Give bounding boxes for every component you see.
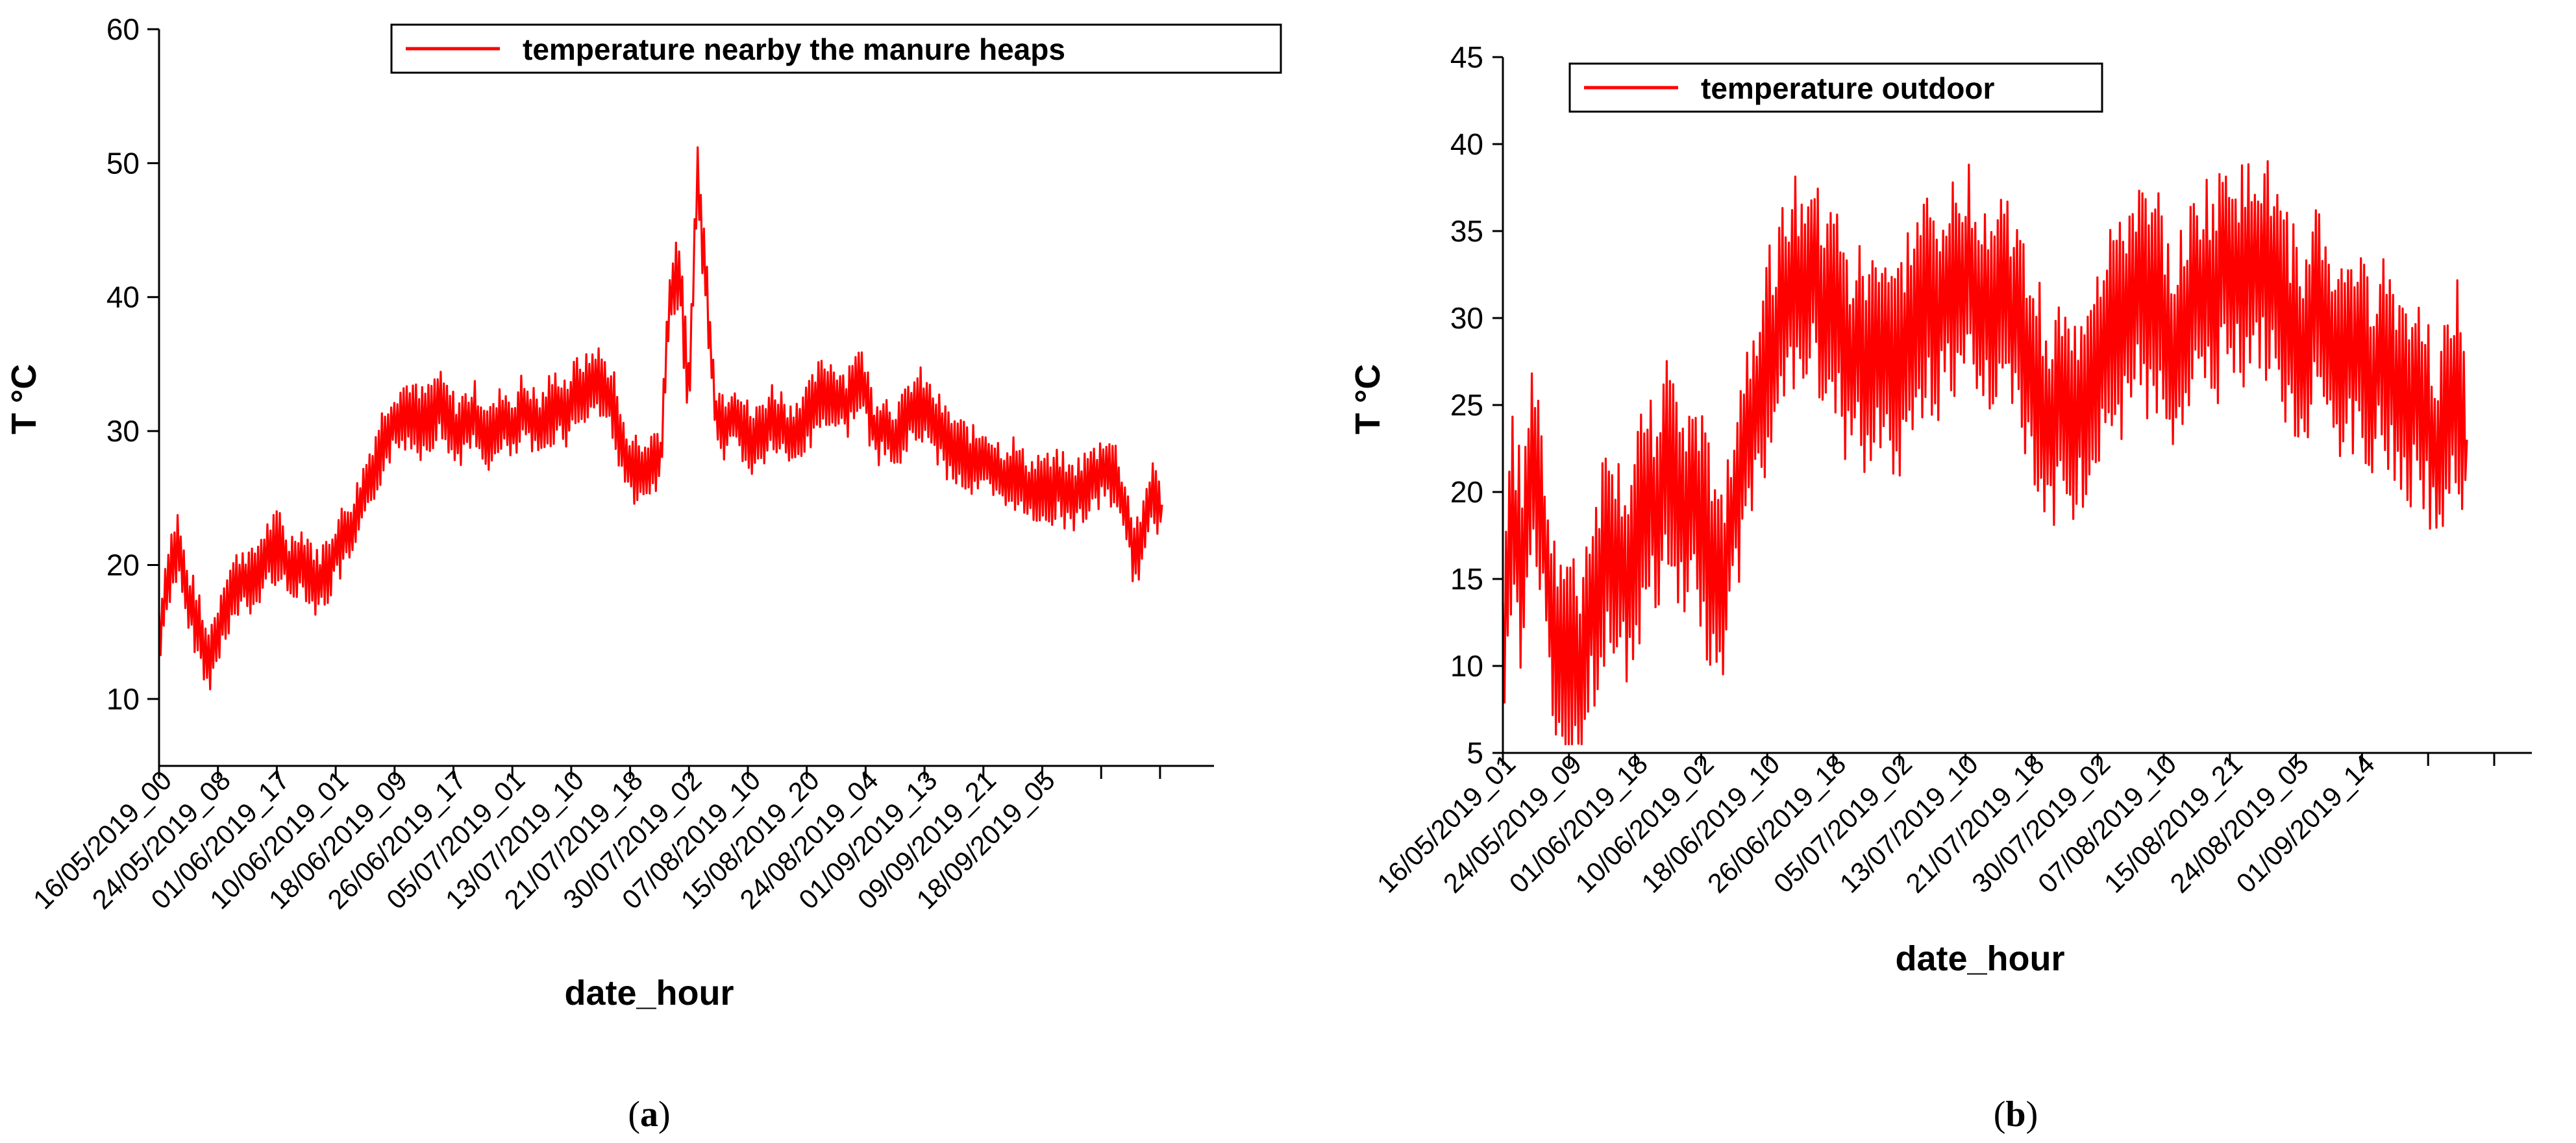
panel-b-legend: temperature outdoor xyxy=(1568,62,2103,113)
panel-b-x-ticks: 16/05/2019_0124/05/2019_0901/06/2019_181… xyxy=(1371,748,2496,899)
y-tick-label: 10 xyxy=(106,682,140,716)
y-tick-label: 25 xyxy=(1450,388,1483,422)
panel-b-series xyxy=(1502,160,2468,746)
y-tick-label: 40 xyxy=(1450,127,1483,161)
y-tick-label: 20 xyxy=(106,548,140,582)
y-tick-label: 30 xyxy=(1450,301,1483,335)
panel-a-legend: temperature nearby the manure heaps xyxy=(390,23,1282,74)
y-tick-label: 35 xyxy=(1450,214,1483,248)
temperature-series-line xyxy=(1502,160,2468,746)
panel-b-caption-letter: b xyxy=(2005,1094,2025,1135)
panel-a-chart: 10 20 30 40 50 60 16/05/2019_0024/05/2019_080… xyxy=(5,12,1282,1135)
panel-a-x-ticks: 16/05/2019_0024/05/2019_0801/06/2019_171… xyxy=(27,765,1161,915)
panel-a-legend-label: temperature nearby the manure heaps xyxy=(523,32,1065,66)
y-tick-label: 50 xyxy=(106,146,140,180)
panel-a-series xyxy=(158,146,1163,691)
panel-b-y-ticks: 5 10 15 20 25 30 35 40 45 xyxy=(1450,40,1503,770)
y-tick-label: 40 xyxy=(106,280,140,314)
y-tick-label: 10 xyxy=(1450,649,1483,683)
panel-a-legend-box xyxy=(390,23,1282,74)
panel-b-y-axis-title: T °C xyxy=(1348,364,1387,435)
temperature-series-line xyxy=(158,146,1163,691)
y-tick-label: 5 xyxy=(1467,736,1483,770)
y-tick-label: 20 xyxy=(1450,475,1483,509)
panel-a-caption-letter: a xyxy=(640,1094,658,1135)
panel-b-x-axis-title: date_hour xyxy=(1895,939,2064,978)
panel-b-legend-label: temperature outdoor xyxy=(1701,71,1994,105)
panel-b-caption: (b) xyxy=(1994,1094,2038,1135)
y-tick-label: 15 xyxy=(1450,562,1483,596)
panel-b-chart: 5 10 15 20 25 30 35 40 45 16/05/2019_0124/05/201… xyxy=(1348,40,2532,1135)
panel-a-y-axis-title: T °C xyxy=(5,364,43,435)
y-tick-label: 45 xyxy=(1450,40,1483,74)
panel-a-x-axis-title: date_hour xyxy=(564,974,734,1013)
y-tick-label: 30 xyxy=(106,414,140,448)
panel-a-caption: (a) xyxy=(628,1094,670,1135)
y-tick-label: 60 xyxy=(106,12,140,46)
panel-a-y-ticks: 10 20 30 40 50 60 xyxy=(106,12,159,716)
